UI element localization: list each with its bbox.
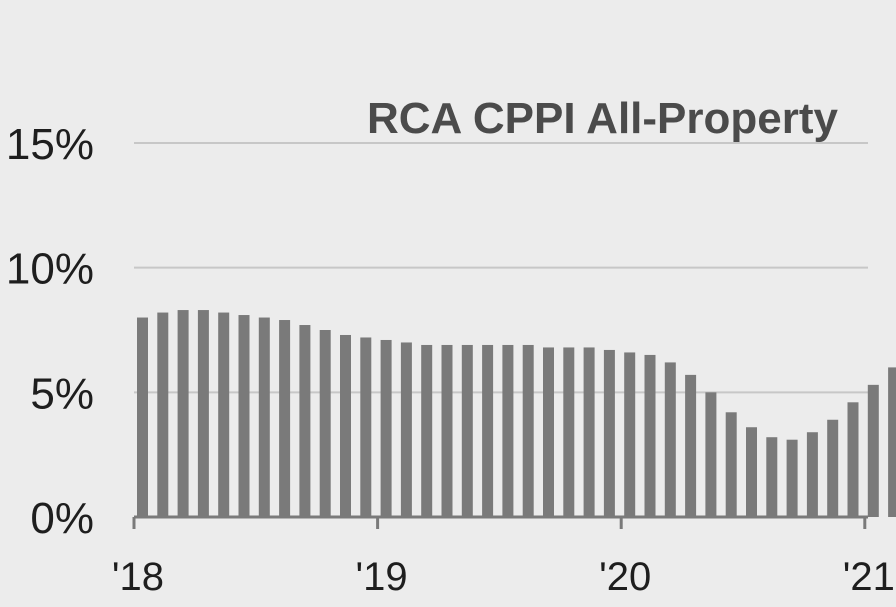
x-tick-label: '18 [112, 555, 164, 599]
bar [766, 437, 778, 517]
bar [725, 412, 737, 517]
x-tick-labels: '18 '19 '20 '21 [112, 555, 895, 599]
bar [624, 352, 636, 517]
bar [482, 344, 494, 517]
bar [644, 354, 656, 517]
bar [888, 367, 896, 517]
bar [806, 432, 818, 517]
gridlines [134, 142, 868, 394]
bar [258, 317, 270, 517]
x-axis [132, 515, 868, 529]
bar [502, 344, 514, 517]
y-tick-label: 10% [6, 245, 94, 294]
bar [847, 402, 859, 517]
x-tick-label: '21 [843, 555, 895, 599]
y-tick-label: 0% [30, 494, 94, 543]
x-tick-label: '19 [356, 555, 408, 599]
bar [319, 330, 331, 517]
y-tick-labels: 0% 5% 10% 15% [6, 120, 94, 543]
bar [197, 310, 209, 517]
y-tick-label: 15% [6, 120, 94, 169]
bar [827, 419, 839, 517]
bar [157, 312, 169, 517]
bar [603, 349, 615, 517]
bar [746, 427, 757, 517]
bar [705, 392, 717, 517]
bar [380, 339, 392, 517]
bar [218, 312, 230, 517]
bar [543, 347, 554, 517]
bar [137, 317, 148, 517]
bar [177, 310, 189, 517]
bar [461, 344, 473, 517]
bar [400, 342, 412, 517]
bar [340, 334, 351, 517]
bar [583, 347, 595, 517]
bar [441, 344, 453, 517]
x-tick-label: '20 [599, 555, 651, 599]
bar [685, 374, 697, 517]
bars [137, 310, 896, 517]
y-tick-label: 5% [30, 369, 94, 418]
bar [421, 344, 433, 517]
bar [279, 320, 291, 517]
chart-title: RCA CPPI All-Property [367, 94, 839, 143]
bar [786, 439, 798, 517]
bar [664, 362, 676, 517]
bar [563, 347, 575, 517]
bar [299, 325, 311, 517]
bar [867, 384, 879, 517]
bar [360, 337, 372, 517]
bar [522, 344, 534, 517]
bar [238, 315, 250, 517]
